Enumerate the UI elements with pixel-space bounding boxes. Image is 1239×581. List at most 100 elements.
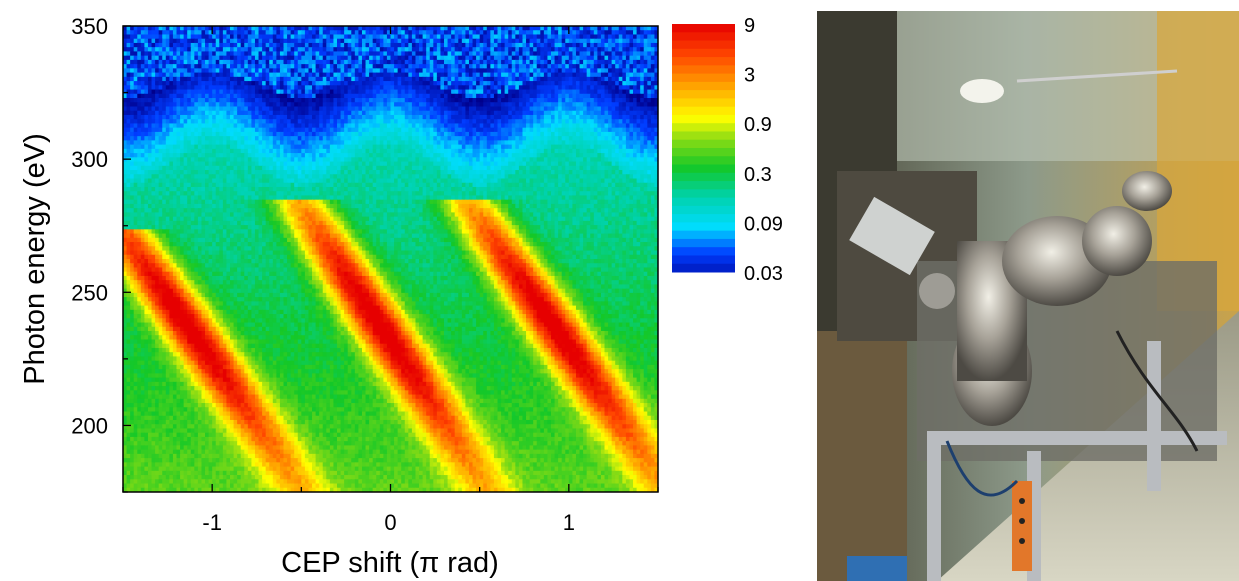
heatmap-cell	[258, 55, 263, 61]
heatmap-cell	[326, 55, 331, 61]
heatmap-cell	[408, 26, 413, 31]
heatmap-cell	[247, 81, 252, 86]
heatmap-cell	[504, 89, 509, 95]
heatmap-cell	[126, 127, 131, 133]
heatmap-cell	[529, 136, 534, 141]
heatmap-cell	[337, 68, 342, 74]
heatmap-cell	[518, 144, 524, 150]
heatmap-cell	[465, 102, 470, 108]
heatmap-cell	[205, 110, 210, 116]
heatmap-cell	[622, 144, 627, 150]
heatmap-cell	[419, 89, 424, 95]
heatmap-cell	[358, 114, 363, 120]
heatmap-cell	[383, 114, 388, 120]
heatmap-cell	[240, 51, 245, 57]
heatmap-cell	[176, 153, 181, 158]
heatmap-cell	[219, 85, 224, 91]
heatmap-cell	[344, 51, 349, 57]
heatmap-cell	[568, 81, 573, 86]
heatmap-cell	[265, 114, 270, 120]
heatmap-cell	[551, 26, 556, 31]
heatmap-cell	[572, 110, 577, 116]
heatmap-cell	[465, 38, 470, 44]
heatmap-cell	[486, 72, 491, 78]
heatmap-cell	[205, 161, 210, 167]
heatmap-cell	[155, 30, 160, 36]
heatmap-cell	[468, 26, 474, 31]
heatmap-cell	[401, 64, 406, 69]
heatmap-cell	[583, 38, 588, 44]
heatmap-cell	[654, 136, 658, 141]
heatmap-cell	[447, 98, 452, 103]
heatmap-cell	[290, 76, 295, 82]
heatmap-cell	[633, 30, 638, 36]
heatmap-cell	[379, 114, 384, 120]
heatmap-cell	[615, 59, 620, 65]
heatmap-cell	[472, 64, 477, 69]
heatmap-cell	[497, 140, 502, 146]
heatmap-cell	[590, 59, 595, 65]
heatmap-cell	[337, 89, 342, 95]
heatmap-cell	[358, 76, 363, 82]
heatmap-cell	[476, 64, 481, 69]
heatmap-cell	[650, 127, 656, 133]
heatmap-cell	[426, 98, 431, 103]
heatmap-cell	[294, 85, 299, 91]
heatmap-cell	[272, 98, 277, 103]
heatmap-cell	[180, 42, 185, 48]
heatmap-cell	[579, 55, 584, 61]
heatmap-cell	[155, 165, 160, 171]
heatmap-cell	[190, 161, 195, 167]
heatmap-cell	[319, 119, 324, 125]
heatmap-cell	[172, 34, 178, 40]
heatmap-cell	[508, 131, 513, 137]
heatmap-cell	[279, 114, 285, 120]
heatmap-cell	[611, 93, 616, 99]
heatmap-cell	[540, 144, 545, 150]
heatmap-cell	[205, 89, 210, 95]
heatmap-cell	[511, 76, 516, 82]
heatmap-cell	[411, 148, 417, 154]
heatmap-cell	[522, 119, 527, 125]
heatmap-cell	[650, 123, 656, 129]
heatmap-cell	[518, 123, 524, 129]
heatmap-cell	[490, 34, 495, 40]
heatmap-cell	[618, 72, 623, 78]
heatmap-cell	[319, 26, 324, 31]
heatmap-cell	[386, 153, 392, 158]
heatmap-cell	[329, 114, 335, 120]
heatmap-cell	[237, 98, 242, 103]
heatmap-cell	[354, 89, 359, 95]
heatmap-cell	[201, 42, 206, 48]
heatmap-cell	[283, 136, 288, 141]
heatmap-cell	[205, 157, 210, 163]
heatmap-cell	[180, 123, 185, 129]
heatmap-cell	[422, 123, 427, 129]
heatmap-cell	[572, 64, 577, 69]
heatmap-cell	[611, 30, 616, 36]
heatmap-cell	[593, 55, 598, 61]
heatmap-cell	[533, 89, 538, 95]
heatmap-cell	[472, 144, 477, 150]
heatmap-cell	[483, 85, 488, 91]
heatmap-cell	[155, 102, 160, 108]
heatmap-cell	[540, 102, 545, 108]
heatmap-cell	[312, 106, 317, 112]
heatmap-cell	[386, 47, 392, 53]
heatmap-cell	[397, 72, 402, 78]
heatmap-cell	[461, 85, 466, 91]
heatmap-cell	[165, 153, 170, 158]
heatmap-cell	[593, 161, 598, 167]
heatmap-cell	[212, 144, 217, 150]
heatmap-cell	[633, 131, 638, 137]
heatmap-cell	[344, 127, 349, 133]
heatmap-cell	[347, 106, 352, 112]
heatmap-cell	[340, 106, 345, 112]
heatmap-cell	[244, 34, 249, 40]
heatmap-cell	[215, 42, 220, 48]
heatmap-cell	[444, 136, 449, 141]
heatmap-cell	[508, 55, 513, 61]
heatmap-cell	[458, 38, 463, 44]
heatmap-cell	[493, 102, 499, 108]
heatmap-cell	[212, 140, 217, 146]
